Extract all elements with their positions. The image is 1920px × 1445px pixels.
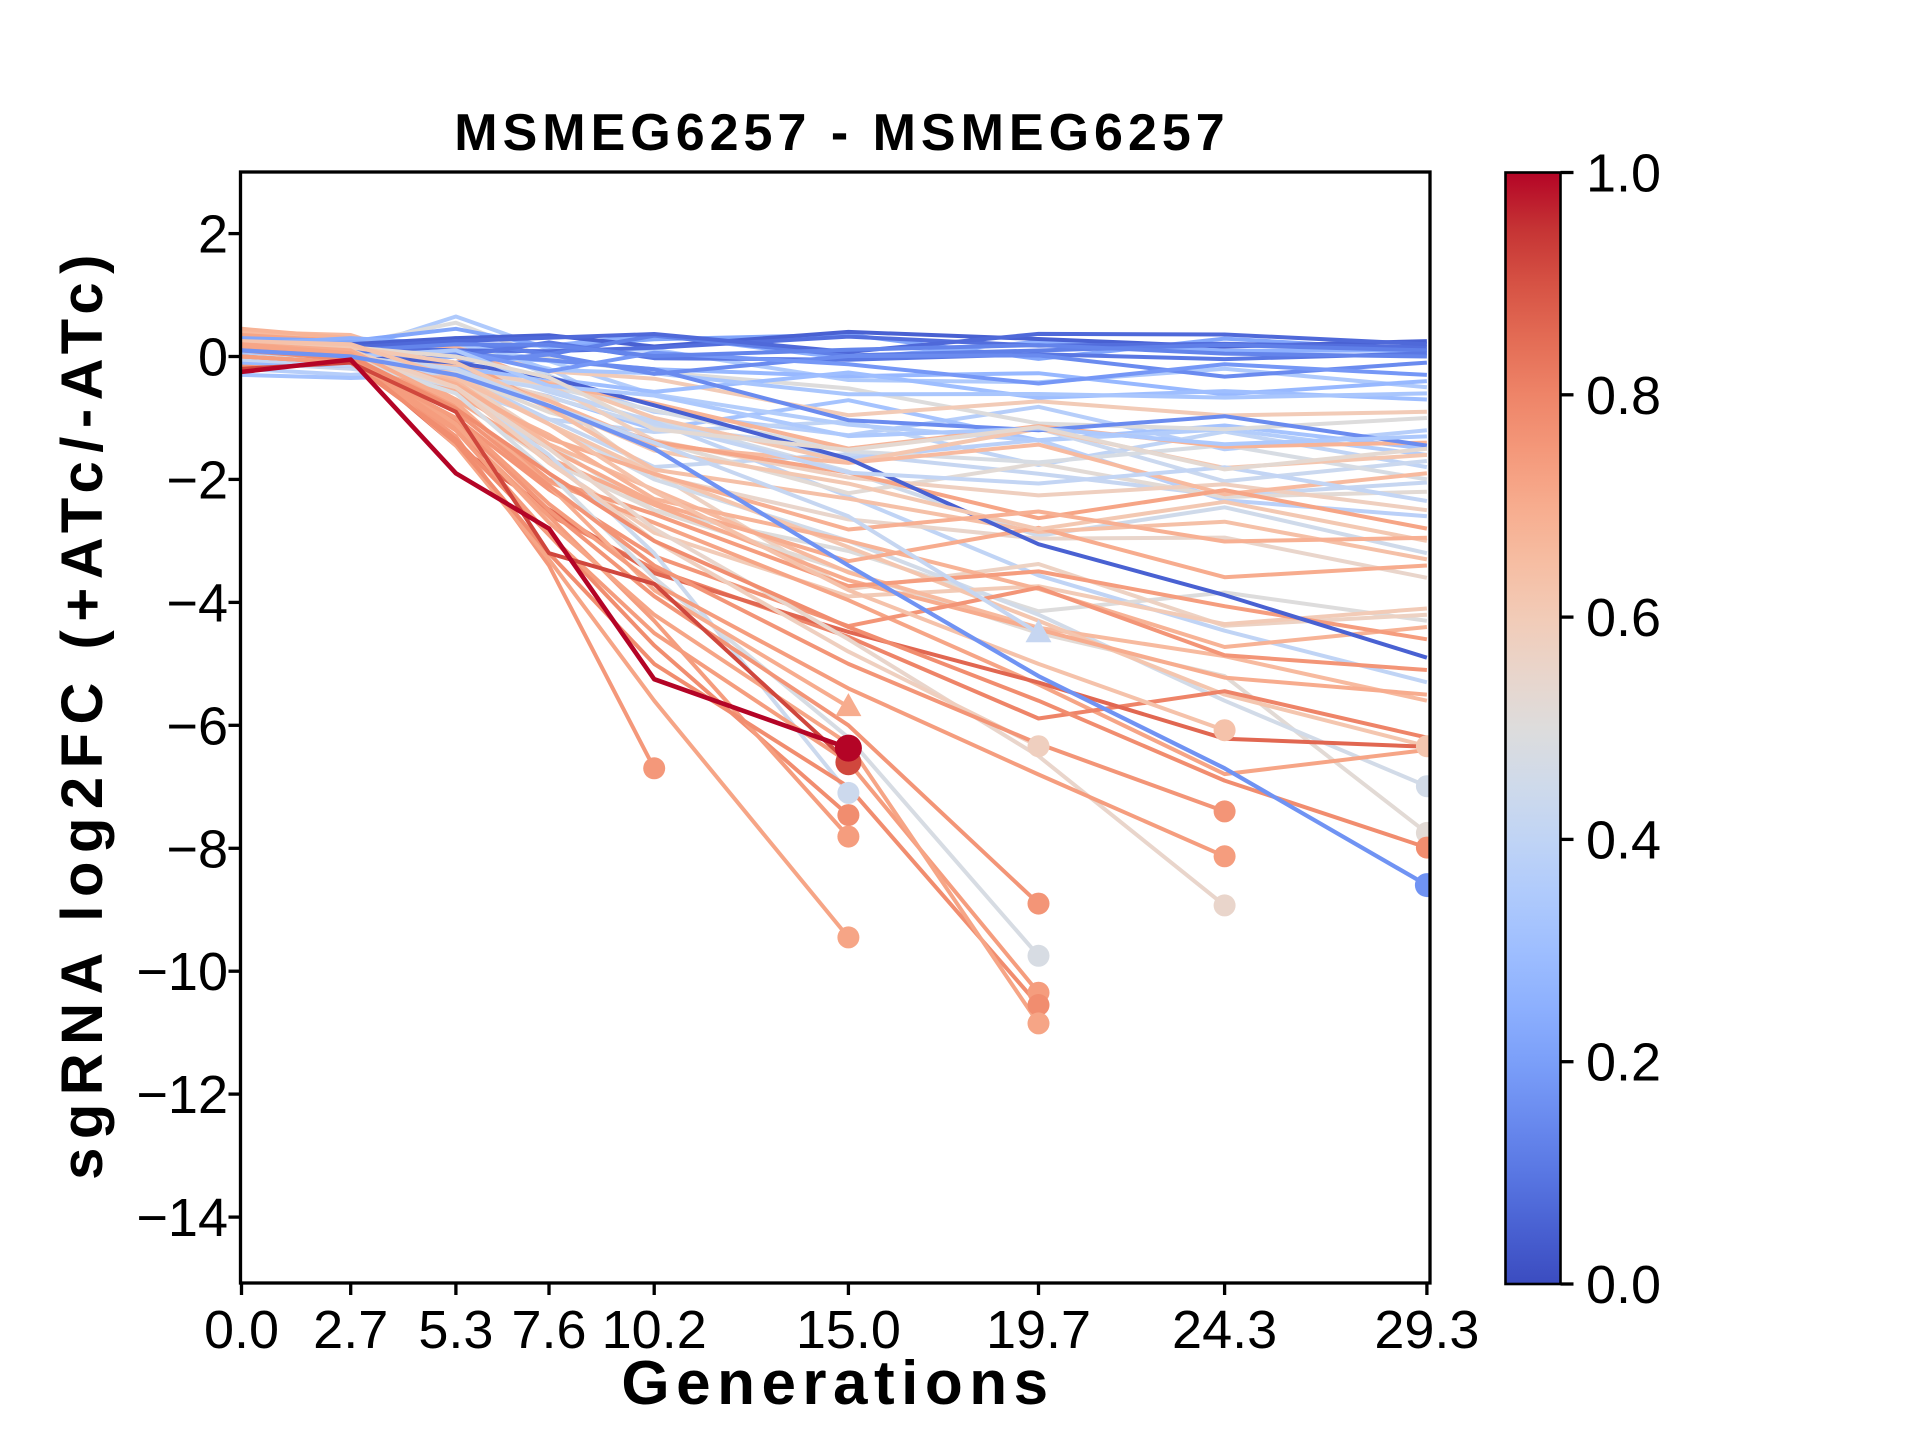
svg-text:15.0: 15.0 [796, 1300, 901, 1360]
svg-text:29.3: 29.3 [1374, 1300, 1479, 1360]
svg-text:2: 2 [198, 205, 228, 265]
svg-text:0.8: 0.8 [1586, 366, 1661, 426]
svg-text:24.3: 24.3 [1172, 1300, 1277, 1360]
svg-text:0.6: 0.6 [1586, 588, 1661, 648]
svg-text:0.0: 0.0 [1586, 1255, 1661, 1315]
svg-text:2.7: 2.7 [313, 1300, 388, 1360]
svg-text:0.2: 0.2 [1586, 1033, 1661, 1093]
svg-text:0.4: 0.4 [1586, 810, 1661, 870]
svg-text:1.0: 1.0 [1586, 144, 1661, 204]
svg-text:0.0: 0.0 [204, 1300, 279, 1360]
svg-text:−6: −6 [166, 696, 228, 756]
svg-text:7.6: 7.6 [511, 1300, 586, 1360]
svg-text:−2: −2 [166, 450, 228, 510]
svg-text:−10: −10 [136, 942, 228, 1002]
svg-text:−8: −8 [166, 819, 228, 879]
svg-text:sgRNA log2FC (+ATc/-ATc): sgRNA log2FC (+ATc/-ATc) [50, 246, 115, 1180]
svg-text:Generations: Generations [621, 1349, 1054, 1418]
svg-text:10.2: 10.2 [602, 1300, 707, 1360]
svg-text:−4: −4 [166, 573, 228, 633]
svg-text:−14: −14 [136, 1188, 228, 1248]
svg-text:MSMEG6257 - MSMEG6257: MSMEG6257 - MSMEG6257 [454, 104, 1229, 162]
svg-text:5.3: 5.3 [418, 1300, 493, 1360]
svg-text:19.7: 19.7 [986, 1300, 1091, 1360]
svg-text:−12: −12 [136, 1065, 228, 1125]
svg-text:0: 0 [198, 328, 228, 388]
